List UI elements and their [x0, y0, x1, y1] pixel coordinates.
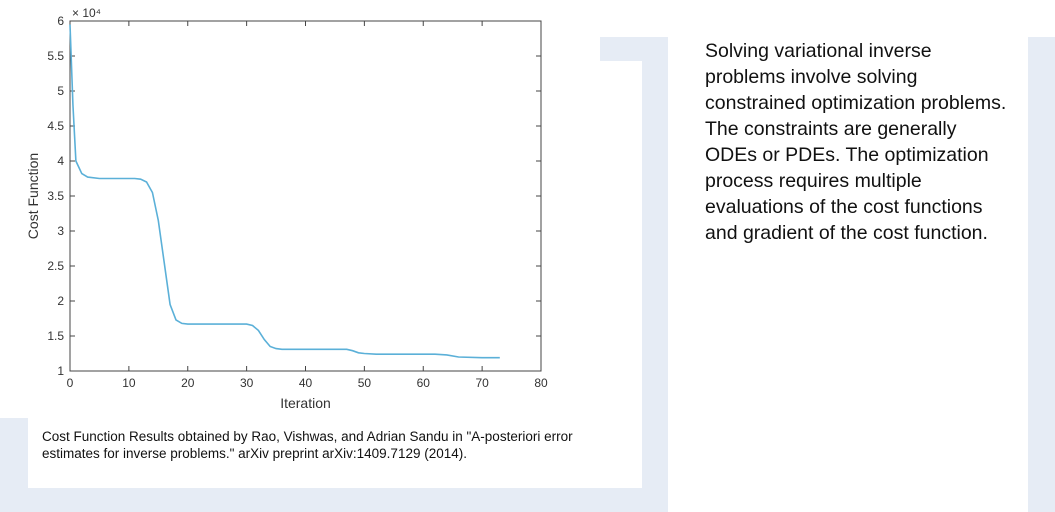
- y-tick-label: 5.5: [47, 49, 64, 63]
- x-axis-ticks: 0 10 20 30 40 50 60 70 80: [67, 21, 548, 390]
- figure-caption: Cost Function Results obtained by Rao, V…: [42, 429, 573, 461]
- y-tick-label: 4: [57, 154, 64, 168]
- x-tick-label: 50: [358, 376, 372, 390]
- description-text: Solving variational inverse problems inv…: [705, 40, 1007, 244]
- cost-function-line: [69, 24, 500, 359]
- x-tick-label: 20: [181, 376, 195, 390]
- y-tick-label: 3.5: [47, 189, 64, 203]
- x-tick-label: 30: [240, 376, 254, 390]
- cost-function-chart: 11.522.533.544.555.56 0 10 20 30 40 50 60 70 80 …: [25, 6, 548, 411]
- background-panel-center-strip: [642, 37, 668, 512]
- y-tick-label: 4.5: [47, 119, 64, 133]
- y-tick-label: 6: [57, 14, 64, 28]
- x-tick-label: 80: [534, 376, 548, 390]
- y-tick-label: 1.5: [47, 329, 64, 343]
- y-axis-ticks: 1 1.5 2 2.5 3 3.5 4 4.5 5 5.5 6: [47, 14, 541, 378]
- x-tick-label: 10: [122, 376, 136, 390]
- background-panel-bottom: [0, 488, 668, 512]
- y-exponent-label: × 10⁴: [72, 6, 101, 20]
- x-axis-title: Iteration: [280, 395, 331, 411]
- x-tick-label: 60: [417, 376, 431, 390]
- y-tick-label: 2: [57, 294, 64, 308]
- x-tick-label: 70: [475, 376, 489, 390]
- x-tick-label: 40: [299, 376, 313, 390]
- y-tick-label: 5: [57, 84, 64, 98]
- background-panel-right: [1028, 37, 1055, 512]
- x-tick-label: 0: [67, 376, 74, 390]
- y-axis-title: Cost Function: [25, 153, 41, 239]
- y-tick-label: 2.5: [47, 259, 64, 273]
- y-tick-label: 1: [57, 364, 64, 378]
- plot-area: [69, 20, 542, 372]
- y-tick-label: 3: [57, 224, 64, 238]
